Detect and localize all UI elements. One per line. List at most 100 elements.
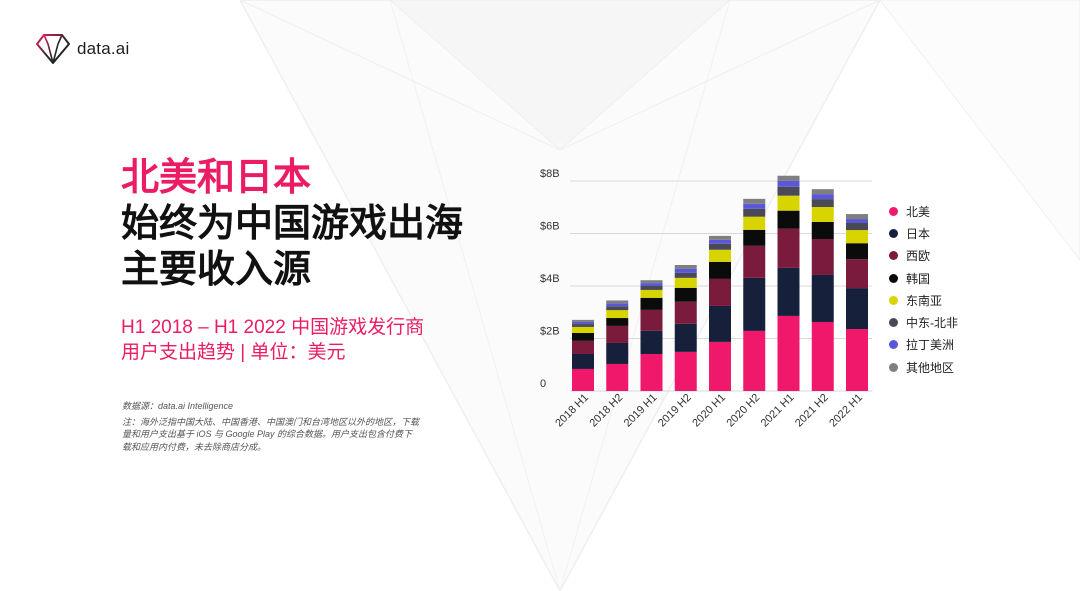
bar-segment-japan bbox=[640, 330, 663, 354]
note-line: 载和应用内付费，未去除商店分成。 bbox=[122, 441, 267, 452]
legend-item-north-america: 北美 bbox=[889, 200, 958, 222]
bar-segment-latin-america bbox=[777, 180, 800, 187]
bar-segment-southeast-asia bbox=[811, 206, 834, 222]
bar-segment-north-america bbox=[777, 315, 800, 391]
diamond-logo-icon bbox=[36, 34, 70, 64]
bar-segment-latin-america bbox=[606, 303, 629, 307]
note-line: 量和用户支出基于 iOS 与 Google Play 的综合数据。用户支出包含付… bbox=[122, 429, 413, 439]
x-tick-label: 2021 H2 bbox=[793, 392, 831, 430]
bar-segment-japan bbox=[606, 342, 629, 364]
legend-item-other-regions: 其他地区 bbox=[889, 356, 958, 378]
bar-segment-korea bbox=[606, 318, 629, 326]
bar-segment-mena bbox=[640, 286, 663, 290]
bar-segment-mena bbox=[743, 208, 766, 217]
x-tick-label: 2018 H2 bbox=[587, 392, 625, 430]
bar-segment-other-regions bbox=[674, 265, 697, 269]
bar-stack bbox=[606, 300, 629, 391]
bar-segment-western-europe bbox=[777, 228, 800, 268]
legend-swatch bbox=[889, 318, 898, 328]
bar-segment-latin-america bbox=[709, 239, 731, 244]
bar-segment-latin-america bbox=[572, 321, 594, 325]
footnotes: 数据源：data.ai Intelligence 注：海外泛指中国大陆、中国香港… bbox=[122, 400, 419, 453]
bar-segment-japan bbox=[709, 305, 731, 342]
legend-item-mena: 中东-北非 bbox=[889, 311, 958, 333]
legend-label: 东南亚 bbox=[906, 293, 943, 308]
bar-stack bbox=[640, 280, 663, 391]
bar-segment-southeast-asia bbox=[640, 289, 663, 298]
bar-segment-other-regions bbox=[777, 175, 800, 181]
bar-segment-korea bbox=[572, 332, 594, 341]
bar-segment-north-america bbox=[846, 329, 868, 391]
bar-segment-mena bbox=[606, 306, 629, 311]
bar-segment-southeast-asia bbox=[606, 310, 629, 319]
bar-segment-western-europe bbox=[743, 245, 766, 278]
stacked-bar-chart: 0 $2B $4B $6B $8B 2018 H1 2018 H2 2019 H1 2019 H… bbox=[520, 150, 880, 450]
bar-segment-western-europe bbox=[811, 239, 834, 275]
legend-label: 日本 bbox=[906, 226, 931, 241]
watermark-facet bbox=[389, 0, 731, 151]
legend-label: 中东-北非 bbox=[906, 316, 958, 331]
bar-stack bbox=[743, 198, 766, 391]
legend-label: 拉丁美洲 bbox=[906, 338, 955, 353]
bar-segment-mena bbox=[846, 223, 868, 231]
watermark-facet bbox=[879, 0, 1080, 261]
bar-segment-latin-america bbox=[811, 194, 834, 200]
bar-segment-north-america bbox=[606, 363, 629, 391]
y-tick-label: $8B bbox=[540, 168, 560, 180]
x-tick-label: 2019 H2 bbox=[656, 392, 694, 430]
x-tick-label: 2020 H2 bbox=[724, 392, 762, 430]
legend-swatch bbox=[889, 340, 898, 350]
bar-segment-other-regions bbox=[640, 280, 663, 284]
bar-stack bbox=[846, 214, 868, 391]
legend-item-japan: 日本 bbox=[889, 222, 958, 244]
y-tick-label: 0 bbox=[540, 378, 546, 390]
bar-segment-north-america bbox=[572, 368, 594, 391]
bar-segment-north-america bbox=[743, 330, 766, 391]
y-tick-label: $6B bbox=[540, 221, 560, 233]
bar-segment-latin-america bbox=[743, 203, 766, 209]
note-line: 注：海外泛指中国大陆、中国香港、中国澳门和台湾地区以外的地区，下载 bbox=[122, 416, 420, 427]
bar-segment-western-europe bbox=[674, 301, 697, 324]
bar-segment-western-europe bbox=[846, 259, 868, 289]
bar-segment-korea bbox=[846, 243, 868, 260]
legend-item-latin-america: 拉丁美洲 bbox=[889, 334, 958, 356]
bar-segment-korea bbox=[777, 210, 800, 229]
watermark-line bbox=[389, 0, 731, 591]
headline-accent-line: 北美和日本 bbox=[121, 157, 312, 199]
headline: 北美和日本 始终为中国游戏出海 主要收入源 bbox=[121, 155, 463, 293]
bar-segment-korea bbox=[811, 221, 834, 240]
bar-segment-other-regions bbox=[606, 300, 629, 304]
bar-segment-western-europe bbox=[606, 325, 629, 343]
bar-segment-western-europe bbox=[640, 309, 663, 331]
y-tick-label: $4B bbox=[540, 273, 560, 285]
bar-segment-japan bbox=[743, 277, 766, 331]
bar-segment-southeast-asia bbox=[674, 277, 697, 288]
bar-segment-japan bbox=[674, 323, 697, 352]
headline-line: 始终为中国游戏出海 bbox=[121, 203, 464, 245]
legend-swatch bbox=[889, 295, 898, 305]
bar-stack bbox=[674, 265, 697, 391]
legend-label: 西欧 bbox=[906, 249, 931, 264]
legend-swatch bbox=[889, 273, 898, 283]
x-tick-label: 2022 H1 bbox=[827, 392, 865, 430]
bar-segment-other-regions bbox=[709, 235, 731, 240]
bar-segment-other-regions bbox=[572, 319, 594, 322]
bar-segment-japan bbox=[777, 267, 800, 316]
bar-segment-other-regions bbox=[743, 198, 766, 204]
bar-segment-mena bbox=[572, 324, 594, 327]
legend-label: 韩国 bbox=[906, 271, 931, 286]
legend-item-western-europe: 西欧 bbox=[889, 245, 958, 267]
bar-segment-mena bbox=[709, 243, 731, 250]
bar-segment-north-america bbox=[640, 353, 663, 391]
bar-segment-western-europe bbox=[709, 278, 731, 306]
brand-name: data.ai bbox=[77, 39, 130, 58]
bar-segment-korea bbox=[674, 287, 697, 302]
bar-segment-korea bbox=[743, 229, 766, 246]
bar-segment-southeast-asia bbox=[709, 249, 731, 262]
subtitle-line: H1 2018 – H1 2022 中国游戏发行商 bbox=[121, 317, 425, 338]
bar-segment-mena bbox=[811, 199, 834, 207]
chart-legend: 北美 日本 西欧 韩国 东南亚 中东-北非 拉丁美洲 其他地区 bbox=[889, 200, 958, 378]
x-tick-label: 2020 H1 bbox=[690, 392, 728, 430]
subtitle-line: 用户支出趋势 | 单位：美元 bbox=[121, 342, 346, 363]
